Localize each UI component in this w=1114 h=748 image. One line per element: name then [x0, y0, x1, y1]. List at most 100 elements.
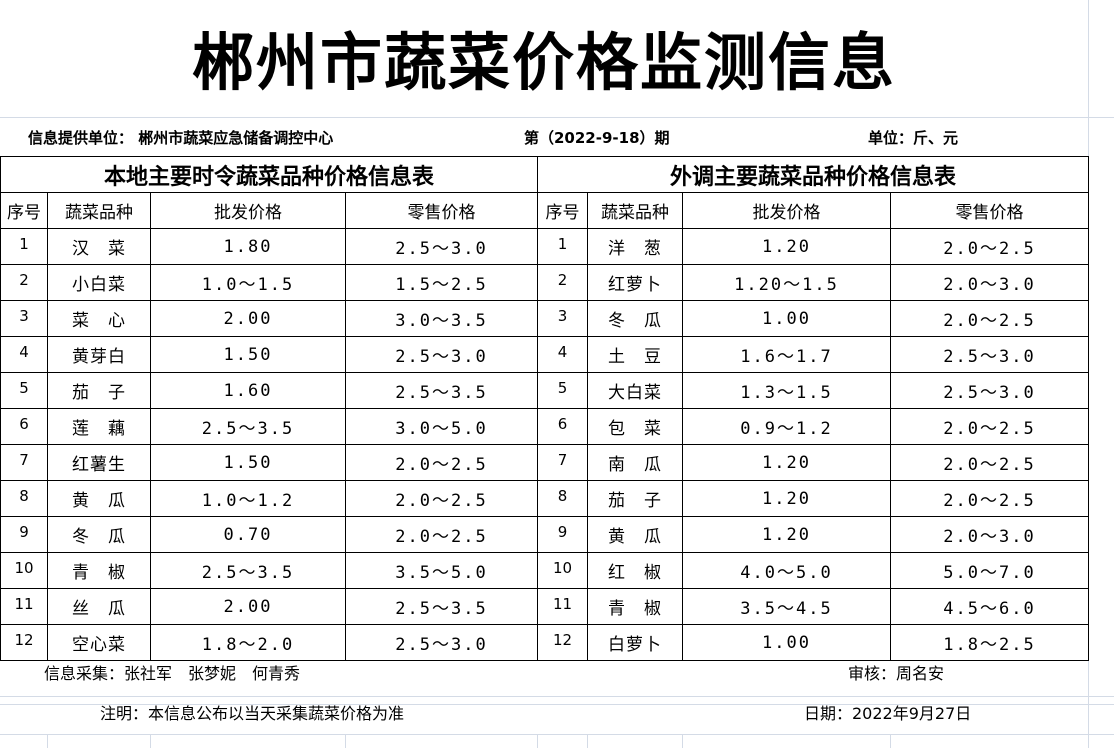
page-title: 郴州市蔬菜价格监测信息: [191, 26, 896, 99]
local-cell-index: 6: [0, 408, 48, 445]
external-cell-index: 8: [537, 480, 588, 517]
external-cell-wholesale: 1.20: [682, 480, 891, 517]
local-cell-retail: 2.0～2.5: [345, 516, 538, 553]
external-cell-retail: 2.5～3.0: [890, 372, 1089, 409]
local-cell-retail: 1.5～2.5: [345, 264, 538, 301]
external-cell-name: 洋 葱: [587, 228, 683, 265]
external-cell-name: 茄 子: [587, 480, 683, 517]
external-cell-wholesale: 1.3～1.5: [682, 372, 891, 409]
external-cell-wholesale: 0.9～1.2: [682, 408, 891, 445]
local-cell-wholesale: 1.80: [150, 228, 346, 265]
note: 注明：本信息公布以当天采集蔬菜价格为准: [100, 704, 405, 723]
external-cell-wholesale: 1.00: [682, 624, 891, 661]
external-cell-retail: 2.0～2.5: [890, 228, 1089, 265]
local-cell-index: 4: [0, 336, 48, 373]
external-cell-name: 大白菜: [587, 372, 683, 409]
external-cell-wholesale: 4.0～5.0: [682, 552, 891, 589]
local-cell-retail: 2.5～3.0: [345, 624, 538, 661]
table-row: 4 黄芽白 1.50 2.5～3.0 4 土 豆 1.6～1.7 2.5～3.0: [0, 336, 1089, 373]
local-cell-wholesale: 2.00: [150, 588, 346, 625]
external-cell-index: 10: [537, 552, 588, 589]
external-header-retail: 零售价格: [890, 192, 1089, 229]
local-cell-index: 7: [0, 444, 48, 481]
external-cell-name: 青 椒: [587, 588, 683, 625]
external-cell-retail: 2.0～3.0: [890, 264, 1089, 301]
external-cell-index: 7: [537, 444, 588, 481]
local-cell-wholesale: 1.8～2.0: [150, 624, 346, 661]
external-cell-retail: 5.0～7.0: [890, 552, 1089, 589]
external-cell-index: 4: [537, 336, 588, 373]
local-cell-wholesale: 2.5～3.5: [150, 552, 346, 589]
local-cell-wholesale: 1.0～1.2: [150, 480, 346, 517]
external-cell-retail: 4.5～6.0: [890, 588, 1089, 625]
local-cell-wholesale: 2.00: [150, 300, 346, 337]
external-cell-retail: 2.0～2.5: [890, 300, 1089, 337]
local-header-wholesale: 批发价格: [150, 192, 346, 229]
local-cell-name: 汉 菜: [47, 228, 151, 265]
date: 日期：2022年9月27日: [804, 704, 972, 723]
local-header-retail: 零售价格: [345, 192, 538, 229]
local-cell-name: 丝 瓜: [47, 588, 151, 625]
local-cell-retail: 3.5～5.0: [345, 552, 538, 589]
external-cell-wholesale: 1.20: [682, 516, 891, 553]
local-cell-index: 1: [0, 228, 48, 265]
local-cell-wholesale: 0.70: [150, 516, 346, 553]
external-table-title: 外调主要蔬菜品种价格信息表: [537, 156, 1089, 193]
external-cell-index: 9: [537, 516, 588, 553]
external-cell-retail: 2.0～2.5: [890, 408, 1089, 445]
external-cell-wholesale: 3.5～4.5: [682, 588, 891, 625]
local-cell-retail: 2.5～3.0: [345, 228, 538, 265]
external-cell-retail: 2.0～2.5: [890, 480, 1089, 517]
local-cell-wholesale: 2.5～3.5: [150, 408, 346, 445]
external-cell-retail: 2.0～2.5: [890, 444, 1089, 481]
reviewer: 审核：周名安: [848, 664, 945, 683]
external-cell-name: 红萝卜: [587, 264, 683, 301]
table-row: 10 青 椒 2.5～3.5 3.5～5.0 10 红 椒 4.0～5.0 5.0～7.0: [0, 552, 1089, 589]
local-cell-retail: 3.0～3.5: [345, 300, 538, 337]
local-cell-index: 11: [0, 588, 48, 625]
local-cell-name: 空心菜: [47, 624, 151, 661]
local-cell-wholesale: 1.60: [150, 372, 346, 409]
local-cell-retail: 2.5～3.0: [345, 336, 538, 373]
external-header-index: 序号: [537, 192, 588, 229]
external-cell-index: 11: [537, 588, 588, 625]
table-row: 12 空心菜 1.8～2.0 2.5～3.0 12 白萝卜 1.00 1.8～2.5: [0, 624, 1089, 661]
local-cell-retail: 2.0～2.5: [345, 480, 538, 517]
local-cell-index: 12: [0, 624, 48, 661]
external-cell-name: 白萝卜: [587, 624, 683, 661]
local-cell-name: 青 椒: [47, 552, 151, 589]
external-cell-index: 1: [537, 228, 588, 265]
local-cell-retail: 2.5～3.5: [345, 372, 538, 409]
info-issue: 第（2022-9-18）期: [524, 129, 670, 147]
external-cell-retail: 2.0～3.0: [890, 516, 1089, 553]
local-cell-name: 冬 瓜: [47, 516, 151, 553]
local-cell-name: 黄芽白: [47, 336, 151, 373]
external-cell-wholesale: 1.20: [682, 444, 891, 481]
external-cell-index: 12: [537, 624, 588, 661]
local-cell-wholesale: 1.50: [150, 336, 346, 373]
external-cell-wholesale: 1.20～1.5: [682, 264, 891, 301]
local-cell-retail: 3.0～5.0: [345, 408, 538, 445]
external-cell-wholesale: 1.6～1.7: [682, 336, 891, 373]
local-cell-name: 茄 子: [47, 372, 151, 409]
local-cell-index: 10: [0, 552, 48, 589]
price-table: 本地主要时令蔬菜品种价格信息表 外调主要蔬菜品种价格信息表 序号 蔬菜品种 批发…: [0, 156, 1089, 661]
external-cell-name: 南 瓜: [587, 444, 683, 481]
local-cell-name: 黄 瓜: [47, 480, 151, 517]
external-header-name: 蔬菜品种: [587, 192, 683, 229]
external-cell-name: 包 菜: [587, 408, 683, 445]
external-cell-index: 2: [537, 264, 588, 301]
external-cell-retail: 2.5～3.0: [890, 336, 1089, 373]
local-cell-index: 3: [0, 300, 48, 337]
external-cell-name: 红 椒: [587, 552, 683, 589]
external-cell-index: 5: [537, 372, 588, 409]
local-cell-retail: 2.0～2.5: [345, 444, 538, 481]
table-row: 7 红薯生 1.50 2.0～2.5 7 南 瓜 1.20 2.0～2.5: [0, 444, 1089, 481]
external-cell-index: 6: [537, 408, 588, 445]
external-cell-retail: 1.8～2.5: [890, 624, 1089, 661]
local-cell-wholesale: 1.50: [150, 444, 346, 481]
